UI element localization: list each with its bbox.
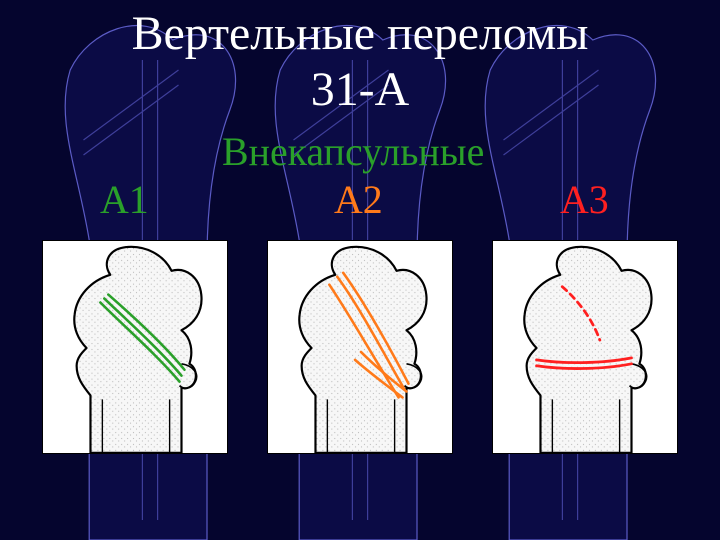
panel-a1 (42, 240, 228, 454)
label-a3: А3 (560, 176, 609, 223)
bone-diagram-a1 (43, 241, 227, 453)
bone-diagram-a2 (268, 241, 452, 453)
panel-a3 (492, 240, 678, 454)
panel-a2 (267, 240, 453, 454)
bone-diagram-a3 (493, 241, 677, 453)
slide-content: Вертельные переломы 31-А Внекапсульные А… (0, 0, 720, 540)
label-a1: А1 (100, 176, 149, 223)
diagram-panels (42, 240, 678, 454)
slide-title: Вертельные переломы 31-А (0, 6, 720, 119)
label-a2: А2 (334, 176, 383, 223)
slide-subtitle: Внекапсульные (222, 128, 484, 175)
